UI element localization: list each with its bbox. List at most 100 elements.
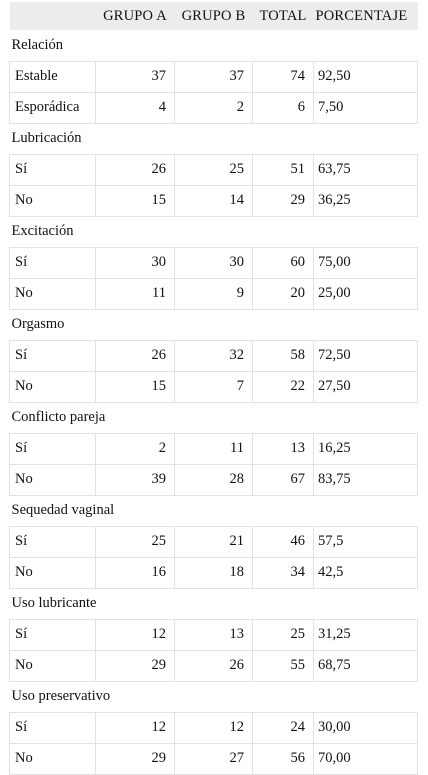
cell-grupo-b: 12 — [174, 712, 253, 744]
cell-grupo-a: 12 — [95, 619, 175, 651]
cell-total: 20 — [252, 278, 314, 310]
cell-grupo-a: 11 — [95, 278, 175, 310]
section-header-row: Sequedad vaginal — [9, 495, 418, 527]
cell-grupo-b: 9 — [174, 278, 253, 310]
row-label: Sí — [9, 154, 96, 186]
cell-grupo-a: 39 — [95, 464, 175, 496]
section-title: Relación — [9, 30, 418, 62]
cell-porcentaje: 63,75 — [313, 154, 418, 186]
section-title: Conflicto pareja — [9, 402, 418, 434]
cell-total: 74 — [252, 61, 314, 93]
cell-porcentaje: 42,5 — [313, 557, 418, 589]
section-title: Lubricación — [9, 123, 418, 155]
table-body: Relación Estable 37 37 74 92,50 Esporádica 4 2 6 7… — [9, 30, 418, 775]
row-label: No — [9, 185, 96, 217]
cell-grupo-a: 26 — [95, 340, 175, 372]
cell-grupo-b: 37 — [174, 61, 253, 93]
row-label: Sí — [9, 619, 96, 651]
cell-grupo-a: 16 — [95, 557, 175, 589]
cell-porcentaje: 75,00 — [313, 247, 418, 279]
cell-total: 60 — [252, 247, 314, 279]
section-header-row: Uso preservativo — [9, 681, 418, 713]
table-row: Sí 25 21 46 57,5 — [9, 526, 418, 558]
section-header-row: Uso lubricante — [9, 588, 418, 620]
cell-porcentaje: 72,50 — [313, 340, 418, 372]
cell-porcentaje: 7,50 — [313, 92, 418, 124]
cell-grupo-b: 7 — [174, 371, 253, 403]
table-row: No 11 9 20 25,00 — [9, 278, 418, 310]
cell-grupo-b: 30 — [174, 247, 253, 279]
cell-total: 13 — [252, 433, 314, 465]
cell-porcentaje: 92,50 — [313, 61, 418, 93]
table-header-row: GRUPO A GRUPO B TOTAL PORCENTAJE — [9, 2, 418, 30]
cell-porcentaje: 83,75 — [313, 464, 418, 496]
header-empty — [10, 2, 96, 30]
cell-grupo-b: 14 — [174, 185, 253, 217]
cell-grupo-b: 11 — [174, 433, 253, 465]
cell-porcentaje: 25,00 — [313, 278, 418, 310]
row-label: Esporádica — [9, 92, 96, 124]
section-title: Excitación — [9, 216, 418, 248]
section-header-row: Excitación — [9, 216, 418, 248]
header-grupo-a: GRUPO A — [103, 7, 167, 24]
header-total: TOTAL — [259, 7, 307, 24]
table-row: No 39 28 67 83,75 — [9, 464, 418, 496]
cell-total: 29 — [252, 185, 314, 217]
row-label: No — [9, 464, 96, 496]
cell-grupo-a: 29 — [95, 743, 175, 775]
section-title: Uso preservativo — [9, 681, 418, 713]
cell-total: 46 — [252, 526, 314, 558]
cell-total: 22 — [252, 371, 314, 403]
section-header-row: Lubricación — [9, 123, 418, 155]
cell-grupo-b: 26 — [174, 650, 253, 682]
header-porcentaje: PORCENTAJE — [315, 7, 408, 24]
cell-total: 58 — [252, 340, 314, 372]
table-row: Estable 37 37 74 92,50 — [9, 61, 418, 93]
cell-porcentaje: 30,00 — [313, 712, 418, 744]
row-label: Sí — [9, 433, 96, 465]
table-row: Sí 26 32 58 72,50 — [9, 340, 418, 372]
header-grupo-b: GRUPO B — [181, 7, 246, 24]
cell-total: 25 — [252, 619, 314, 651]
section-title: Orgasmo — [9, 309, 418, 341]
cell-total: 24 — [252, 712, 314, 744]
cell-grupo-b: 21 — [174, 526, 253, 558]
cell-grupo-a: 4 — [95, 92, 175, 124]
cell-porcentaje: 27,50 — [313, 371, 418, 403]
row-label: Estable — [9, 61, 96, 93]
row-label: No — [9, 743, 96, 775]
row-label: Sí — [9, 247, 96, 279]
row-label: Sí — [9, 340, 96, 372]
table-row: No 29 26 55 68,75 — [9, 650, 418, 682]
cell-total: 55 — [252, 650, 314, 682]
cell-porcentaje: 31,25 — [313, 619, 418, 651]
cell-grupo-a: 2 — [95, 433, 175, 465]
section-title: Sequedad vaginal — [9, 495, 418, 527]
section-header-row: Orgasmo — [9, 309, 418, 341]
table-row: Sí 12 12 24 30,00 — [9, 712, 418, 744]
table-row: No 15 14 29 36,25 — [9, 185, 418, 217]
table-row: Sí 12 13 25 31,25 — [9, 619, 418, 651]
table-row: No 16 18 34 42,5 — [9, 557, 418, 589]
cell-grupo-a: 15 — [95, 185, 175, 217]
row-label: No — [9, 650, 96, 682]
cell-grupo-a: 37 — [95, 61, 175, 93]
cell-grupo-a: 26 — [95, 154, 175, 186]
row-label: No — [9, 557, 96, 589]
table-row: No 15 7 22 27,50 — [9, 371, 418, 403]
row-label: No — [9, 371, 96, 403]
cell-grupo-b: 13 — [174, 619, 253, 651]
cell-grupo-a: 29 — [95, 650, 175, 682]
cell-total: 6 — [252, 92, 314, 124]
cell-grupo-a: 15 — [95, 371, 175, 403]
cell-porcentaje: 16,25 — [313, 433, 418, 465]
cell-total: 67 — [252, 464, 314, 496]
cell-porcentaje: 57,5 — [313, 526, 418, 558]
section-header-row: Relación — [9, 30, 418, 62]
cell-grupo-b: 2 — [174, 92, 253, 124]
table-row: No 29 27 56 70,00 — [9, 743, 418, 775]
row-label: Sí — [9, 712, 96, 744]
row-label: Sí — [9, 526, 96, 558]
table-row: Sí 30 30 60 75,00 — [9, 247, 418, 279]
